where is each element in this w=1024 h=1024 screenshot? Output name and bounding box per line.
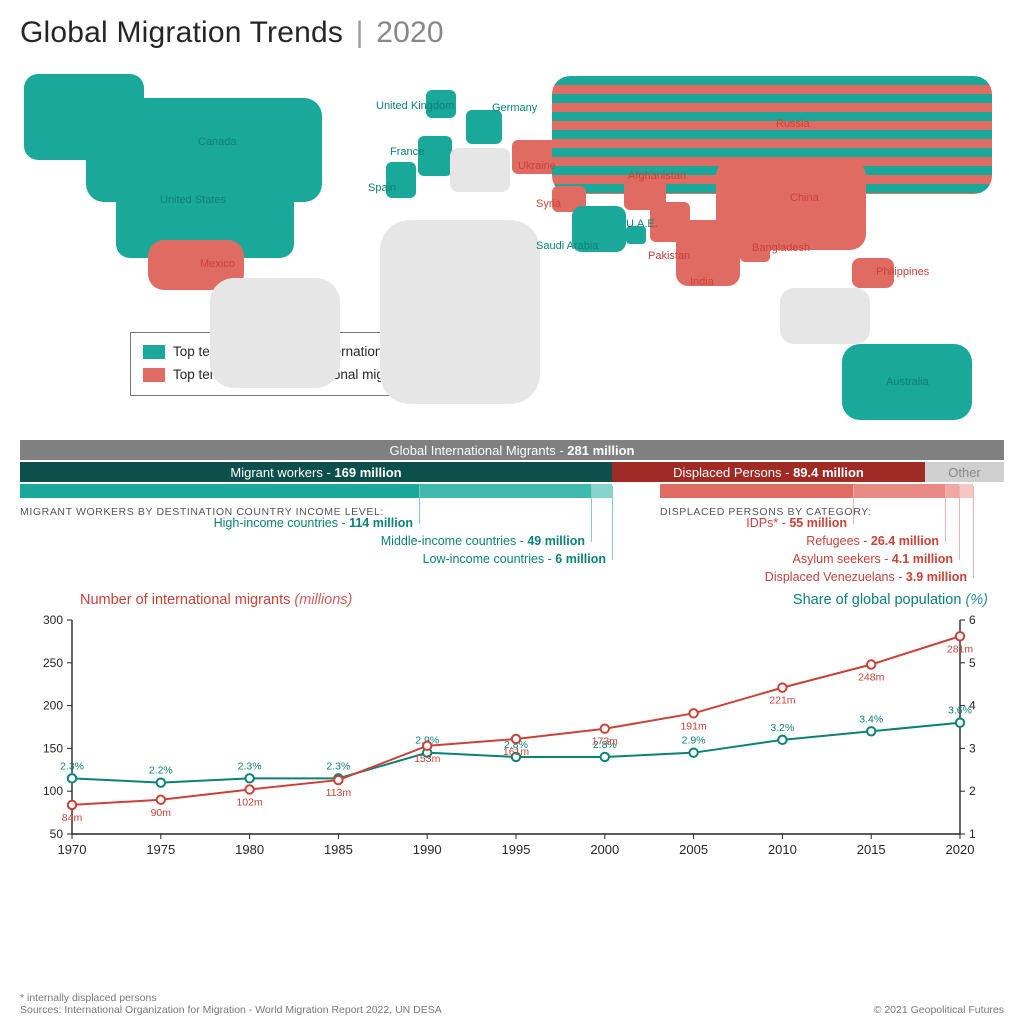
svg-text:2005: 2005 [679, 842, 708, 857]
svg-text:6: 6 [969, 613, 976, 627]
map-label: U.A.E. [626, 218, 658, 230]
svg-text:90m: 90m [151, 807, 172, 819]
map-label: Germany [492, 102, 537, 114]
map-label: Australia [886, 376, 929, 388]
svg-text:2.9%: 2.9% [682, 735, 706, 747]
map-label: Saudi Arabia [536, 240, 598, 252]
page: Global Migration Trends | 2020 Top ten d… [0, 0, 1024, 1024]
map-region [780, 288, 870, 344]
svg-text:150: 150 [43, 741, 63, 755]
svg-text:113m: 113m [326, 787, 352, 799]
breakdown-label: Middle-income countries - 49 million [381, 534, 585, 548]
world-map: Top ten destinations of international mi… [20, 44, 1004, 424]
svg-text:2020: 2020 [946, 842, 975, 857]
svg-text:153m: 153m [414, 753, 441, 765]
svg-text:250: 250 [43, 656, 63, 670]
breakdown-bars: Global International Migrants - 281 mill… [20, 440, 1004, 586]
map-label: United States [160, 194, 226, 206]
svg-text:3: 3 [969, 741, 976, 755]
svg-text:3.4%: 3.4% [859, 713, 883, 725]
sources: Sources: International Organization for … [20, 1004, 442, 1016]
map-label: China [790, 192, 819, 204]
map-region [716, 160, 866, 250]
bar-total: Global International Migrants - 281 mill… [20, 440, 1004, 460]
svg-text:161m: 161m [503, 746, 530, 758]
svg-text:281m: 281m [947, 643, 974, 655]
map-label: Pakistan [648, 250, 690, 262]
map-label: Ukraine [518, 160, 556, 172]
svg-text:173m: 173m [592, 736, 619, 748]
bar-seg: Migrant workers - 169 million [20, 462, 612, 482]
svg-text:2010: 2010 [768, 842, 797, 857]
bar-subseg [945, 484, 959, 498]
bar-subseg [853, 484, 945, 498]
breakdown-label: Refugees - 26.4 million [806, 534, 939, 548]
chart-svg: 5010015020025030012345619701975198019851… [20, 592, 1004, 862]
svg-text:1970: 1970 [58, 842, 87, 857]
legend-swatch-dest [143, 345, 165, 359]
map-region [210, 278, 340, 388]
map-label: Bangladesh [752, 242, 810, 254]
bar-subseg [660, 484, 853, 498]
svg-text:2000: 2000 [590, 842, 619, 857]
svg-text:300: 300 [43, 613, 63, 627]
bar-subseg [612, 484, 660, 498]
svg-text:248m: 248m [858, 672, 885, 684]
breakdown-label: Displaced Venezuelans - 3.9 million [765, 570, 967, 584]
breakdown-label: IDPs* - 55 million [746, 516, 847, 530]
svg-text:3.2%: 3.2% [770, 722, 794, 734]
svg-text:2015: 2015 [857, 842, 886, 857]
footer-left: * internally displaced persons Sources: … [20, 992, 442, 1016]
map-region [450, 148, 510, 192]
svg-text:221m: 221m [769, 695, 796, 707]
map-label: Canada [198, 136, 237, 148]
map-region [380, 220, 540, 404]
svg-text:1975: 1975 [146, 842, 175, 857]
bar-subseg [419, 484, 591, 498]
breakdown-label: Asylum seekers - 4.1 million [793, 552, 953, 566]
bar-subseg [973, 484, 1004, 498]
map-label: France [390, 146, 424, 158]
map-label: Afghanistan [628, 170, 686, 182]
svg-text:200: 200 [43, 699, 63, 713]
map-label: Philippines [876, 266, 929, 278]
footnote: * internally displaced persons [20, 992, 442, 1004]
breakdown-label: High-income countries - 114 million [214, 516, 413, 530]
svg-text:50: 50 [50, 827, 64, 841]
legend-swatch-orig [143, 368, 165, 382]
bar-seg: Other [925, 462, 1004, 482]
svg-text:1990: 1990 [413, 842, 442, 857]
map-region [466, 110, 502, 144]
breakdown-label: Low-income countries - 6 million [423, 552, 606, 566]
svg-text:5: 5 [969, 656, 976, 670]
svg-text:2.3%: 2.3% [60, 760, 84, 772]
breakdown-labels: MIGRANT WORKERS BY DESTINATION COUNTRY I… [20, 500, 1004, 586]
copyright: © 2021 Geopolitical Futures [874, 1004, 1004, 1016]
svg-text:191m: 191m [680, 720, 707, 732]
svg-text:3.6%: 3.6% [948, 705, 972, 717]
bar-subseg [591, 484, 612, 498]
map-label: India [690, 276, 714, 288]
map-label: Russia [776, 118, 810, 130]
bar-subseg [20, 484, 419, 498]
bar-subseg [959, 484, 973, 498]
map-label: Spain [368, 182, 396, 194]
map-label: United Kingdom [376, 100, 454, 112]
svg-text:1: 1 [969, 827, 976, 841]
svg-text:84m: 84m [62, 812, 83, 824]
svg-text:2: 2 [969, 784, 976, 798]
svg-text:100: 100 [43, 784, 63, 798]
svg-text:1985: 1985 [324, 842, 353, 857]
svg-text:2.3%: 2.3% [238, 760, 262, 772]
bar-seg: Displaced Persons - 89.4 million [612, 462, 925, 482]
map-label: Syria [536, 198, 561, 210]
line-chart: Number of international migrants (millio… [20, 592, 1004, 862]
footer: * internally displaced persons Sources: … [20, 992, 1004, 1016]
svg-text:2.3%: 2.3% [326, 760, 350, 772]
svg-text:1980: 1980 [235, 842, 264, 857]
svg-text:102m: 102m [236, 796, 263, 808]
svg-text:2.2%: 2.2% [149, 765, 173, 777]
svg-text:1995: 1995 [502, 842, 531, 857]
map-label: Mexico [200, 258, 235, 270]
